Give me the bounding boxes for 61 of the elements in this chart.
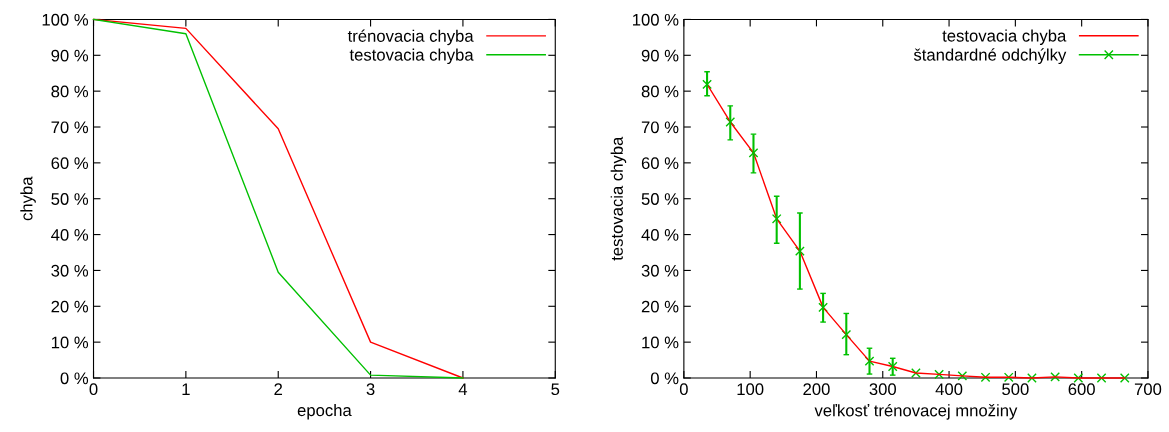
point — [1050, 372, 1061, 382]
y-tick-label: 70 % — [641, 121, 679, 134]
x-tick-label: 0 — [89, 383, 98, 396]
point — [771, 213, 782, 224]
point — [957, 370, 968, 381]
point — [795, 246, 805, 256]
y-tick-label: 30 % — [51, 264, 89, 277]
y-tick-label: 20 % — [51, 300, 89, 313]
x-axis-title: epocha — [297, 403, 352, 420]
x-tick-label: 500 — [1002, 383, 1029, 396]
point — [911, 368, 921, 378]
point — [725, 117, 736, 127]
x-tick-label: 400 — [935, 383, 963, 396]
y-tick-label: 30 % — [641, 264, 679, 277]
y-tick-label: 60 % — [51, 157, 89, 170]
y-tick-label: 100 % — [633, 13, 679, 26]
y-axis-title: testovacia chyba — [610, 136, 627, 261]
legend-label: testovacia chyba — [942, 29, 1067, 45]
y-tick-label: 80 % — [641, 85, 679, 98]
y-tick-label: 50 % — [51, 193, 89, 205]
point — [1003, 372, 1014, 383]
x-tick-label: 100 — [737, 383, 764, 396]
point — [1073, 373, 1084, 383]
y-tick-label: 50 % — [641, 193, 679, 205]
point — [1119, 373, 1130, 383]
point — [887, 361, 898, 372]
x-tick-label: 4 — [458, 383, 468, 395]
x-tick-label: 5 — [551, 383, 560, 396]
y-tick-label: 90 % — [51, 49, 89, 62]
point — [1027, 373, 1037, 383]
x-axis-title: veľkosť trénovacej množiny — [814, 403, 1018, 420]
x-tick-label: 700 — [1134, 383, 1162, 396]
legend-label: trénovacia chyba — [347, 29, 474, 46]
point — [1096, 373, 1107, 383]
y-tick-label: 40 % — [641, 228, 679, 241]
legend-label: štandardné odchýlky — [913, 48, 1067, 65]
x-tick-label: 1 — [182, 383, 190, 395]
point — [934, 369, 944, 380]
y-tick-label: 0 % — [650, 372, 679, 385]
y-axis-title: chyba — [20, 176, 36, 221]
y-tick-label: 10 % — [642, 336, 679, 349]
line-series — [706, 83, 1126, 379]
y-tick-label: 100 % — [42, 13, 89, 26]
point — [702, 79, 712, 90]
x-tick-label: 600 — [1068, 383, 1095, 396]
x-tick-label: 200 — [803, 383, 830, 396]
point — [748, 147, 759, 158]
y-tick-label: 0 % — [60, 372, 89, 385]
y-tick-label: 70 % — [51, 121, 89, 134]
y-tick-label: 60 % — [641, 157, 679, 170]
legend-label: testovacia chyba — [349, 48, 474, 65]
x-tick-label: 300 — [869, 383, 897, 396]
y-tick-label: 80 % — [51, 85, 89, 98]
point — [980, 372, 991, 383]
y-tick-label: 20 % — [641, 300, 679, 313]
x-tick-label: 0 — [679, 383, 688, 396]
y-tick-label: 40 % — [51, 228, 89, 241]
y-tick-label: 90 % — [641, 49, 679, 62]
y-tick-label: 10 % — [51, 336, 89, 349]
x-tick-label: 3 — [366, 383, 375, 396]
x-tick-label: 2 — [274, 383, 283, 395]
